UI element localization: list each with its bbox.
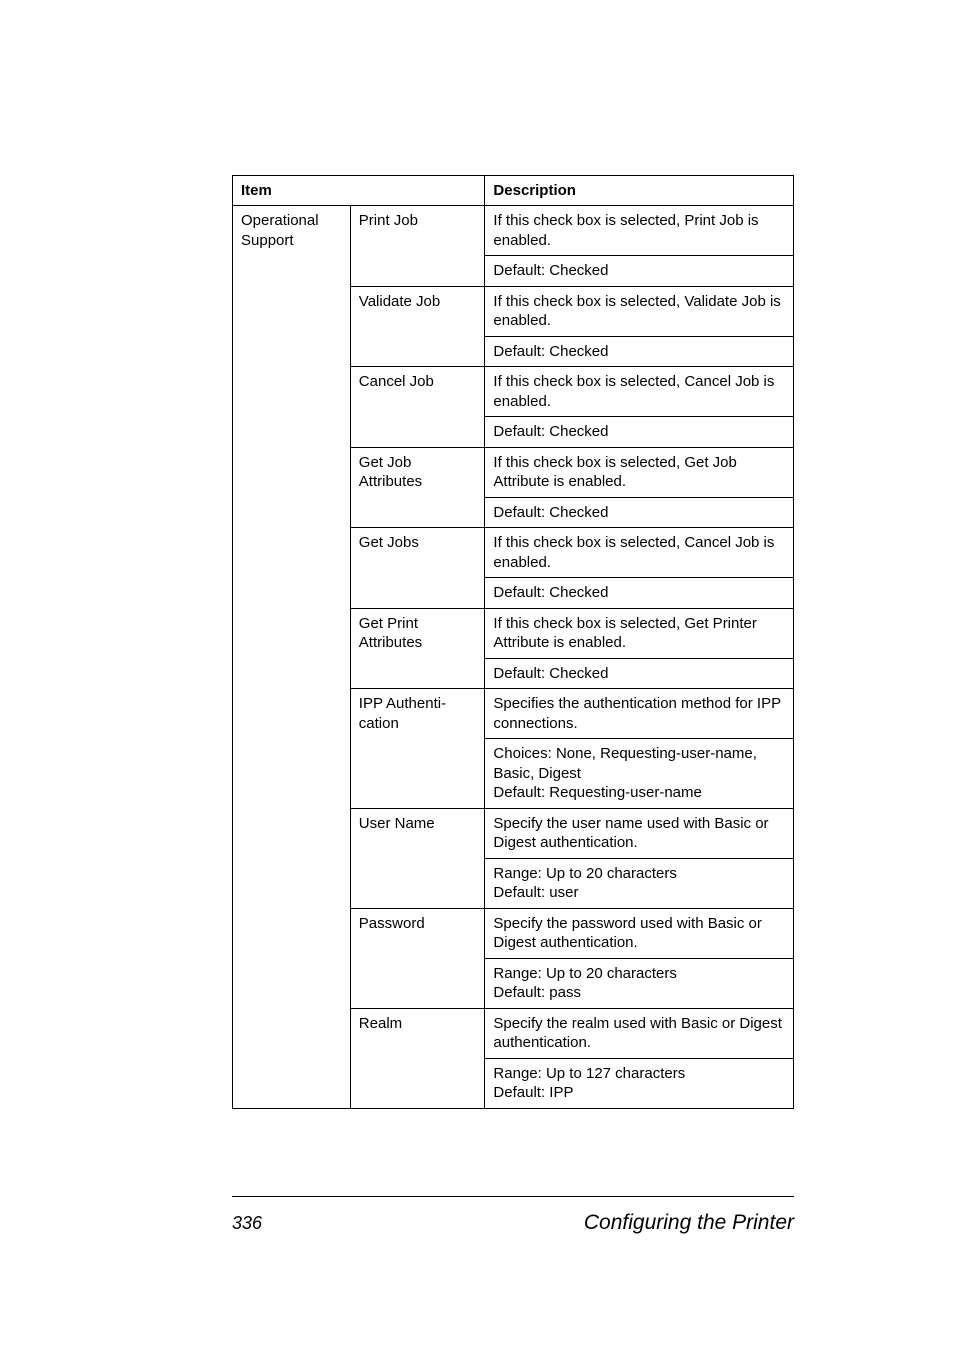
description-cell: Range: Up to 20 characters Default: user	[485, 858, 794, 908]
group-cell: Operational Support	[233, 206, 351, 1109]
table-row: Operational SupportPrint JobIf this chec…	[233, 206, 794, 256]
subitem-cell: Get Job Attributes	[350, 447, 485, 528]
description-cell: Specify the password used with Basic or …	[485, 908, 794, 958]
description-cell: If this check box is selected, Cancel Jo…	[485, 528, 794, 578]
description-cell: Specifies the authentication method for …	[485, 689, 794, 739]
footer-title: Configuring the Printer	[584, 1211, 794, 1235]
subitem-cell: Validate Job	[350, 286, 485, 367]
header-description: Description	[485, 176, 794, 206]
description-cell: Default: Checked	[485, 658, 794, 689]
description-cell: If this check box is selected, Cancel Jo…	[485, 367, 794, 417]
subitem-cell: Password	[350, 908, 485, 1008]
description-cell: Default: Checked	[485, 256, 794, 287]
subitem-cell: Get Jobs	[350, 528, 485, 609]
table-header-row: Item Description	[233, 176, 794, 206]
description-cell: Specify the user name used with Basic or…	[485, 808, 794, 858]
description-cell: Default: Checked	[485, 578, 794, 609]
page-footer: 336 Configuring the Printer	[232, 1196, 794, 1235]
subitem-cell: Get Print Attributes	[350, 608, 485, 689]
description-cell: Range: Up to 20 characters Default: pass	[485, 958, 794, 1008]
page-number: 336	[232, 1213, 262, 1234]
description-cell: Default: Checked	[485, 497, 794, 528]
description-cell: If this check box is selected, Get Job A…	[485, 447, 794, 497]
description-cell: Choices: None, Requesting-user-name, Bas…	[485, 739, 794, 809]
description-cell: Default: Checked	[485, 336, 794, 367]
header-item: Item	[233, 176, 485, 206]
description-cell: If this check box is selected, Validate …	[485, 286, 794, 336]
description-cell: If this check box is selected, Print Job…	[485, 206, 794, 256]
description-cell: Range: Up to 127 characters Default: IPP	[485, 1058, 794, 1108]
config-table: Item Description Operational SupportPrin…	[232, 175, 794, 1109]
subitem-cell: IPP Authenti-cation	[350, 689, 485, 809]
subitem-cell: Realm	[350, 1008, 485, 1108]
description-cell: Specify the realm used with Basic or Dig…	[485, 1008, 794, 1058]
page-content: Item Description Operational SupportPrin…	[0, 0, 954, 1109]
subitem-cell: Cancel Job	[350, 367, 485, 448]
description-cell: If this check box is selected, Get Print…	[485, 608, 794, 658]
subitem-cell: Print Job	[350, 206, 485, 287]
subitem-cell: User Name	[350, 808, 485, 908]
description-cell: Default: Checked	[485, 417, 794, 448]
